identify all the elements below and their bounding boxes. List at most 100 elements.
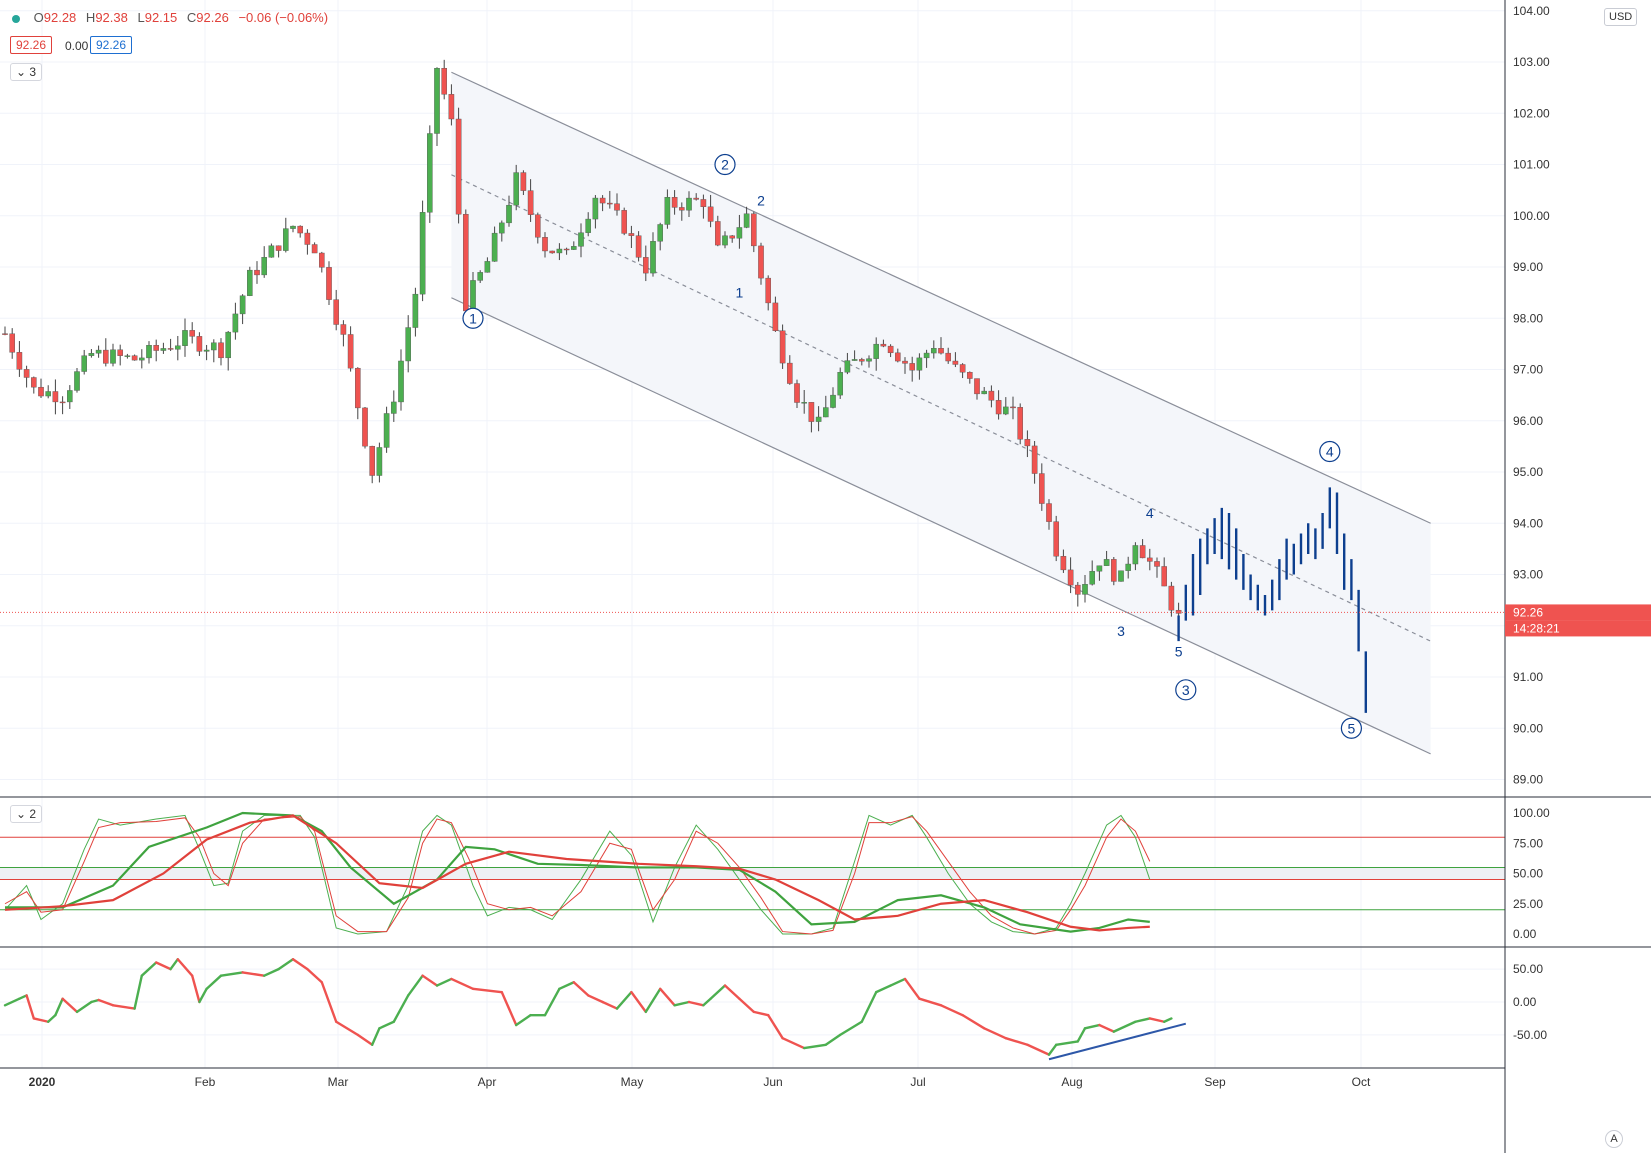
oscillator-segment bbox=[702, 997, 712, 1007]
bid-pill[interactable]: 92.26 bbox=[10, 36, 53, 54]
candle-up bbox=[470, 280, 476, 312]
candle-up bbox=[931, 348, 937, 354]
candle-up bbox=[283, 228, 289, 251]
pane2-collapse-button[interactable]: ⌄ 2 bbox=[10, 805, 43, 823]
oscillator-segment bbox=[1083, 1023, 1101, 1030]
wave-label-major: 4 bbox=[1326, 444, 1334, 460]
candle-up bbox=[981, 390, 987, 395]
candle-down bbox=[635, 235, 642, 258]
oscillator-segment bbox=[47, 1013, 57, 1023]
candle-up bbox=[657, 224, 663, 242]
oscillator-segment bbox=[983, 1027, 1007, 1040]
oscillator-segment bbox=[918, 997, 943, 1007]
candle-down bbox=[2, 333, 8, 335]
candle-down bbox=[52, 391, 59, 403]
x-tick-label: Jul bbox=[910, 1075, 925, 1089]
candle-up bbox=[916, 357, 923, 371]
candle-down bbox=[369, 445, 376, 476]
y-tick-label: 93.00 bbox=[1513, 568, 1543, 582]
candle-up bbox=[45, 391, 51, 397]
chevron-down-icon: ⌄ bbox=[16, 65, 27, 79]
oscillator-segment bbox=[824, 1033, 842, 1046]
candle-down bbox=[448, 94, 455, 120]
oscillator-segment bbox=[371, 1027, 381, 1046]
chevron-down-icon: ⌄ bbox=[16, 807, 27, 821]
wave-label-minor: 2 bbox=[757, 192, 765, 208]
candle-down bbox=[535, 214, 541, 238]
candle-down bbox=[463, 213, 469, 312]
open-value: 92.28 bbox=[43, 10, 77, 25]
oscillator-segment bbox=[687, 1000, 705, 1007]
oscillator-segment bbox=[860, 990, 878, 1023]
candle-up bbox=[664, 197, 671, 225]
oscillator-segment bbox=[1148, 1017, 1166, 1023]
candle-down bbox=[38, 386, 44, 397]
candle-down bbox=[794, 383, 800, 403]
candle-down bbox=[102, 349, 109, 364]
wave-circle bbox=[462, 307, 484, 329]
candle-up bbox=[383, 413, 390, 448]
oscillator-segment bbox=[241, 971, 266, 977]
candle-down bbox=[772, 302, 779, 331]
symbol-status-icon bbox=[12, 14, 20, 23]
candle-up bbox=[578, 232, 584, 247]
oscillator-segment bbox=[752, 1010, 770, 1017]
oscillator-segment bbox=[140, 961, 158, 977]
candle-up bbox=[95, 349, 102, 354]
candle-down bbox=[1067, 569, 1074, 586]
candle-down bbox=[1154, 561, 1160, 567]
y-tick-label: 101.00 bbox=[1513, 158, 1550, 172]
oscillator-segment bbox=[572, 981, 590, 997]
candle-up bbox=[815, 416, 822, 422]
candle-up bbox=[571, 246, 577, 250]
candle-up bbox=[686, 197, 692, 211]
candle-down bbox=[31, 377, 37, 388]
candle-down bbox=[23, 369, 30, 378]
oscillator-segment bbox=[54, 997, 64, 1017]
candle-up bbox=[261, 257, 268, 276]
candle-up bbox=[182, 330, 188, 346]
low-label: L bbox=[137, 10, 145, 25]
oscillator-segment bbox=[889, 977, 907, 987]
oscillator-segment bbox=[190, 974, 201, 1004]
candle-down bbox=[887, 345, 894, 354]
candle-up bbox=[1003, 406, 1009, 415]
oscillator-segment bbox=[198, 987, 208, 1004]
oscillator-segment bbox=[378, 1020, 395, 1030]
candle-up bbox=[398, 360, 404, 403]
oscillator-segment bbox=[176, 958, 194, 977]
candle-up bbox=[146, 345, 152, 359]
pane1-collapse-button[interactable]: ⌄ 3 bbox=[10, 63, 43, 81]
candle-up bbox=[823, 407, 829, 418]
candle-down bbox=[959, 364, 966, 373]
oscillator-segment bbox=[1076, 1027, 1087, 1043]
oscillator-segment bbox=[392, 994, 410, 1023]
oscillator-segment bbox=[767, 1013, 784, 1040]
candle-down bbox=[995, 400, 1002, 415]
candle-down bbox=[621, 210, 627, 234]
oscillator-segment bbox=[3, 997, 21, 1007]
oscillator-segment bbox=[875, 984, 892, 994]
candle-down bbox=[254, 269, 260, 276]
candle-down bbox=[275, 245, 282, 251]
stoch-series-stoch_k bbox=[4, 814, 1151, 935]
price-tag-bg bbox=[1505, 604, 1651, 621]
candle-up bbox=[484, 261, 491, 273]
auto-scale-button[interactable]: A bbox=[1605, 1130, 1623, 1148]
candle-up bbox=[1125, 563, 1131, 571]
y-tick-label: 102.00 bbox=[1513, 106, 1550, 120]
low-value: 92.15 bbox=[144, 10, 178, 25]
oscillator-segment bbox=[709, 984, 727, 1000]
candle-down bbox=[679, 207, 685, 211]
candle-up bbox=[866, 358, 872, 362]
currency-button[interactable]: USD bbox=[1604, 8, 1638, 26]
candle-down bbox=[671, 197, 678, 208]
candle-down bbox=[758, 245, 764, 279]
ask-pill[interactable]: 92.26 bbox=[90, 36, 133, 54]
x-tick-label: Feb bbox=[195, 1075, 216, 1089]
y-tick-label: 98.00 bbox=[1513, 311, 1543, 325]
candle-down bbox=[974, 378, 980, 395]
candle-down bbox=[643, 257, 649, 274]
candle-down bbox=[304, 232, 311, 245]
